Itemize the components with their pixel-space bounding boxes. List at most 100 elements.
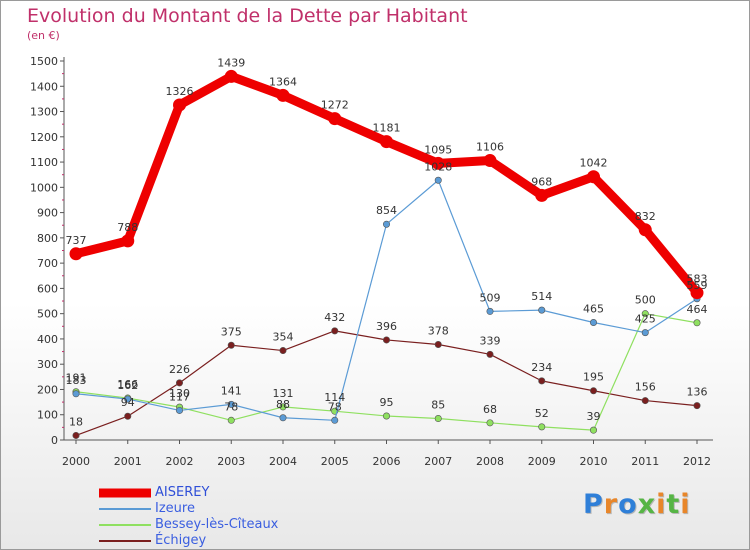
- data-label: 78: [328, 400, 342, 413]
- x-tick-label: 2000: [62, 455, 90, 468]
- data-point: [279, 414, 287, 422]
- data-point: [227, 400, 235, 408]
- data-label: 1326: [166, 85, 194, 98]
- data-label: 1042: [580, 157, 608, 170]
- x-tick-label: 2011: [631, 455, 659, 468]
- data-label: 156: [635, 381, 656, 394]
- y-tick-label: 1500: [30, 55, 58, 68]
- data-point: [538, 377, 546, 385]
- x-tick-label: 2007: [424, 455, 452, 468]
- data-point: [124, 412, 132, 420]
- x-tick-label: 2004: [269, 455, 297, 468]
- data-point: [176, 406, 184, 414]
- data-label: 583: [687, 273, 708, 286]
- legend-label: Izeure: [155, 501, 195, 516]
- data-point: [434, 176, 442, 184]
- x-tick-label: 2009: [528, 455, 556, 468]
- data-point: [589, 319, 597, 327]
- data-label: 737: [66, 234, 87, 247]
- data-point: [486, 307, 494, 315]
- data-label: 396: [376, 320, 397, 333]
- data-point: [124, 395, 132, 403]
- data-point: [434, 340, 442, 348]
- data-label: 191: [66, 372, 87, 385]
- data-point: [279, 347, 287, 355]
- data-label: 465: [583, 303, 604, 316]
- data-point: [641, 397, 649, 405]
- x-tick-label: 2001: [114, 455, 142, 468]
- data-label: 114: [324, 391, 345, 404]
- y-tick-label: 200: [37, 383, 58, 396]
- y-tick-label: 500: [37, 308, 58, 321]
- data-label: 509: [480, 291, 501, 304]
- legend-label: Échigey: [155, 533, 207, 548]
- data-label: 514: [531, 290, 552, 303]
- data-point: [224, 69, 238, 83]
- proxiti-logo: Proxiti: [583, 489, 691, 520]
- data-label: 136: [687, 386, 708, 399]
- data-point: [276, 88, 290, 102]
- data-point: [380, 135, 393, 149]
- data-label: 425: [635, 313, 656, 326]
- data-label: 117: [169, 390, 190, 403]
- data-point: [690, 286, 704, 300]
- data-point: [382, 412, 390, 420]
- data-label: 226: [169, 363, 190, 376]
- data-label: 378: [428, 324, 449, 337]
- data-point: [382, 220, 390, 228]
- data-label: 854: [376, 204, 397, 217]
- legend-label: AISEREY: [155, 485, 210, 500]
- data-point: [641, 329, 649, 337]
- legend-swatch: [99, 508, 151, 510]
- chart-legend: AISEREY Izeure Bessey-lès-Cîteaux Échigey: [99, 485, 339, 549]
- y-tick-label: 0: [51, 434, 58, 447]
- data-label: 1181: [373, 122, 401, 135]
- chart-series: [69, 69, 704, 439]
- y-tick-label: 1300: [30, 106, 58, 119]
- data-label: 195: [583, 371, 604, 384]
- x-tick-label: 2008: [476, 455, 504, 468]
- data-point: [72, 431, 80, 439]
- data-point: [331, 416, 339, 424]
- data-label: 234: [531, 361, 552, 374]
- data-point: [641, 310, 649, 318]
- data-label: 130: [169, 387, 190, 400]
- y-tick-label: 300: [37, 358, 58, 371]
- data-label: 39: [587, 410, 601, 423]
- x-tick-label: 2006: [373, 455, 401, 468]
- legend-item: Échigey: [99, 533, 339, 549]
- data-label: 52: [535, 407, 549, 420]
- data-point: [486, 350, 494, 358]
- data-label: 968: [531, 175, 552, 188]
- data-label: 1106: [476, 141, 504, 154]
- chart-unit-label: (en €): [27, 29, 60, 42]
- data-point: [538, 306, 546, 314]
- data-label: 78: [224, 400, 238, 413]
- data-label: 85: [431, 399, 445, 412]
- data-point: [72, 390, 80, 398]
- chart-axes: 0 100 200 300 400 500 600 700 800 900 1000 1100 1200…: [30, 55, 713, 468]
- data-label: 788: [117, 221, 138, 234]
- data-point: [431, 156, 445, 170]
- data-point: [328, 112, 342, 126]
- y-tick-label: 700: [37, 257, 58, 270]
- data-point: [693, 319, 701, 327]
- chart-data-labels: 18 94 226 375 354 432 396 378 339 234 195 156 136 191…: [66, 56, 708, 428]
- data-point: [538, 423, 546, 431]
- data-label: 1272: [321, 99, 349, 112]
- data-point: [434, 415, 442, 423]
- legend-swatch: [99, 540, 151, 542]
- data-point: [535, 188, 549, 202]
- data-point: [69, 247, 83, 261]
- data-label: 183: [66, 374, 87, 387]
- data-label: 559: [687, 279, 708, 292]
- data-label: 68: [483, 403, 497, 416]
- x-tick-label: 2003: [217, 455, 245, 468]
- data-point: [227, 416, 235, 424]
- data-label: 141: [221, 384, 242, 397]
- data-label: 464: [687, 303, 708, 316]
- y-tick-label: 1000: [30, 181, 58, 194]
- data-point: [173, 98, 186, 112]
